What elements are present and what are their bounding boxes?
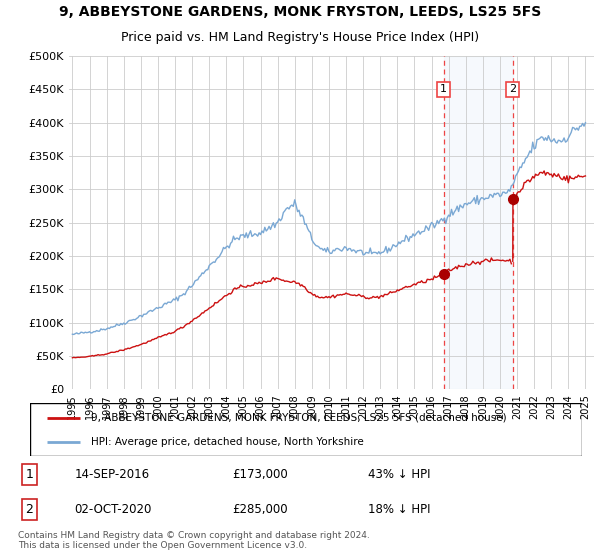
- Text: 02-OCT-2020: 02-OCT-2020: [74, 503, 152, 516]
- Text: 1: 1: [440, 85, 447, 94]
- Text: 18% ↓ HPI: 18% ↓ HPI: [368, 503, 430, 516]
- Text: 9, ABBEYSTONE GARDENS, MONK FRYSTON, LEEDS, LS25 5FS (detached house): 9, ABBEYSTONE GARDENS, MONK FRYSTON, LEE…: [91, 413, 506, 423]
- Text: £173,000: £173,000: [232, 468, 288, 481]
- Text: 2: 2: [509, 85, 517, 94]
- Text: £285,000: £285,000: [232, 503, 288, 516]
- Text: 43% ↓ HPI: 43% ↓ HPI: [368, 468, 430, 481]
- Text: Price paid vs. HM Land Registry's House Price Index (HPI): Price paid vs. HM Land Registry's House …: [121, 30, 479, 44]
- Text: HPI: Average price, detached house, North Yorkshire: HPI: Average price, detached house, Nort…: [91, 437, 364, 447]
- Text: 14-SEP-2016: 14-SEP-2016: [74, 468, 149, 481]
- Text: 1: 1: [25, 468, 33, 481]
- Text: 9, ABBEYSTONE GARDENS, MONK FRYSTON, LEEDS, LS25 5FS: 9, ABBEYSTONE GARDENS, MONK FRYSTON, LEE…: [59, 5, 541, 19]
- Text: 2: 2: [25, 503, 33, 516]
- Bar: [443, 56, 513, 389]
- Text: Contains HM Land Registry data © Crown copyright and database right 2024.
This d: Contains HM Land Registry data © Crown c…: [18, 531, 370, 550]
